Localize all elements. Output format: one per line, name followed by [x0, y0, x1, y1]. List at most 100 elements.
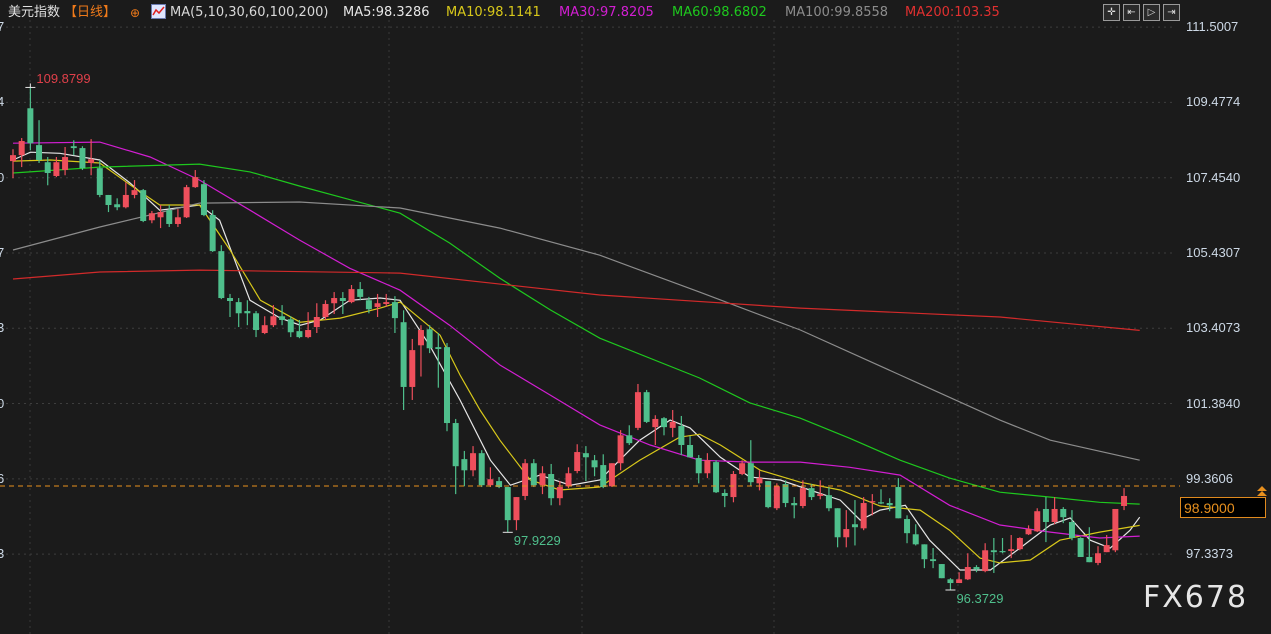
candle-body	[530, 463, 537, 486]
candle-body	[878, 502, 884, 504]
left-axis-fragment: 0	[0, 395, 5, 411]
candle-body	[209, 215, 216, 252]
candle-down	[782, 480, 789, 508]
candle-down	[678, 415, 685, 456]
candle-body	[409, 350, 416, 387]
candle-body	[634, 392, 641, 428]
candle-up	[799, 480, 806, 509]
candle-up	[1016, 537, 1023, 551]
candle-down	[947, 578, 954, 590]
candle-body	[982, 550, 989, 572]
candle-body	[270, 316, 277, 326]
candle-body	[791, 503, 798, 506]
ma100-value: MA100:99.8558	[785, 5, 889, 20]
candle-up	[174, 209, 181, 227]
low-price-label: 96.3729	[956, 590, 1004, 606]
candle-down	[140, 189, 147, 223]
candle-body	[1042, 508, 1049, 523]
play-forward-icon[interactable]: ▷	[1143, 4, 1160, 21]
candle-body	[704, 460, 711, 474]
candle-up	[522, 459, 529, 501]
candle-up	[1112, 508, 1119, 553]
candle-body	[617, 435, 624, 464]
ma100-line	[12, 201, 1140, 461]
candle-up	[860, 497, 867, 531]
exit-right-icon[interactable]: ⇥	[1163, 4, 1180, 21]
candle-up	[539, 466, 546, 495]
ma200-value: MA200:103.35	[905, 5, 1000, 20]
candle-body	[435, 347, 442, 349]
candle-body	[452, 423, 459, 467]
candle-down	[227, 293, 233, 317]
candle-body	[608, 463, 615, 487]
candle-up	[487, 467, 494, 488]
candle-down	[999, 538, 1006, 554]
candle-body	[1034, 511, 1041, 532]
candle-down	[1060, 507, 1067, 524]
candle-body	[322, 303, 329, 317]
candle-down	[452, 418, 459, 495]
ma-chart-icon[interactable]	[151, 4, 166, 19]
left-axis-fragment: 7	[0, 244, 5, 260]
candle-down	[244, 300, 251, 326]
candle-up	[305, 312, 312, 339]
candle-up	[1008, 535, 1015, 559]
circle-plus-icon[interactable]: ⊕	[130, 6, 141, 20]
candle-up	[634, 383, 641, 431]
candle-body	[192, 177, 199, 188]
period-selector[interactable]: 【日线】	[64, 5, 117, 20]
grid	[0, 20, 1175, 634]
left-axis-fragment: 0	[0, 169, 5, 185]
candle-body	[140, 190, 147, 222]
candle-down	[1068, 510, 1075, 541]
ma60-value: MA60:98.6802	[672, 5, 767, 20]
candle-body	[200, 184, 207, 216]
fit-left-icon[interactable]: ⇤	[1123, 4, 1140, 21]
candle-down	[973, 565, 980, 573]
candle-body	[574, 452, 581, 472]
candle-up	[608, 463, 615, 488]
candle-up	[322, 300, 329, 320]
candle-down	[626, 425, 633, 445]
candle-down	[930, 548, 937, 569]
candle-body	[843, 529, 850, 538]
current-price-label: 98.9000	[1180, 497, 1266, 518]
extreme-markers	[25, 83, 956, 591]
left-axis-fragment: 3	[0, 320, 5, 336]
candle-down	[426, 325, 433, 354]
ma5-value: MA5:98.3286	[343, 5, 430, 20]
candle-up	[730, 471, 737, 503]
candle-body	[400, 322, 407, 387]
candle-body	[886, 503, 893, 506]
left-axis-fragment: 4	[0, 94, 5, 110]
price-tick-label: 109.4774	[1186, 94, 1241, 110]
candle-body	[79, 148, 86, 169]
candle-down	[478, 450, 485, 488]
candle-body	[765, 481, 772, 508]
candle-body	[1121, 495, 1128, 507]
candle-body	[556, 487, 563, 499]
candle-up	[131, 180, 138, 199]
candle-up	[1034, 508, 1041, 533]
candle-body	[148, 213, 155, 221]
candle-down	[904, 515, 911, 544]
candle-up	[1121, 488, 1128, 511]
candle-up	[574, 444, 581, 474]
candle-down	[687, 436, 694, 458]
candle-down	[79, 146, 86, 171]
candle-body	[279, 316, 286, 320]
candle-body	[227, 298, 233, 302]
candle-body	[999, 551, 1006, 553]
crosshair-icon[interactable]: ✛	[1103, 4, 1120, 21]
ma-params[interactable]: MA(5,10,30,60,100,200)	[170, 5, 329, 20]
candle-body	[513, 497, 520, 521]
candle-up	[270, 305, 277, 328]
candle-up	[556, 481, 563, 506]
candle-down	[461, 450, 468, 487]
candle-down	[96, 159, 103, 198]
candle-down	[496, 476, 503, 489]
candle-down	[36, 120, 43, 163]
candle-up	[10, 149, 16, 179]
candle-body	[70, 146, 77, 149]
